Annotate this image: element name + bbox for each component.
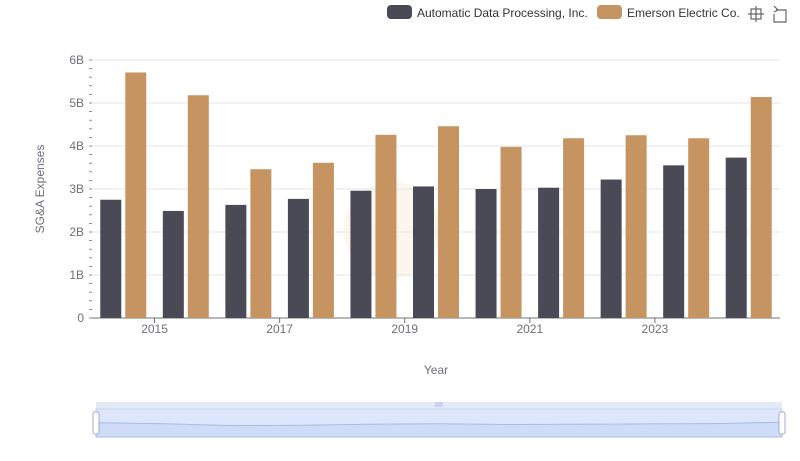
x-tick-label: 2017 (266, 322, 293, 336)
legend-label-adp: Automatic Data Processing, Inc. (417, 6, 588, 20)
y-tick-label: 3B (69, 182, 84, 196)
zoom-icon[interactable] (748, 6, 764, 22)
bar-emerson-2017[interactable] (312, 162, 334, 318)
restore-icon[interactable] (773, 5, 787, 23)
bar-emerson-2016[interactable] (250, 169, 272, 318)
bar-adp-2024[interactable] (725, 157, 747, 318)
y-axis-title: SG&A Expenses (33, 145, 47, 234)
bar-emerson-2015[interactable] (187, 95, 209, 318)
bar-emerson-2018[interactable] (375, 134, 397, 318)
bar-emerson-2014[interactable] (125, 72, 147, 318)
legend-item-adp[interactable]: Automatic Data Processing, Inc. (387, 5, 588, 20)
bar-emerson-2024[interactable] (750, 96, 772, 318)
bar-adp-2022[interactable] (600, 179, 622, 318)
bar-adp-2021[interactable] (538, 187, 560, 318)
legend-swatch-adp (387, 5, 412, 19)
data-zoom-slider[interactable] (92, 402, 786, 438)
legend: Automatic Data Processing, Inc. Emerson … (387, 5, 740, 20)
bar-emerson-2023[interactable] (688, 138, 710, 318)
bar-adp-2017[interactable] (287, 198, 309, 318)
x-tick-label: 2023 (642, 322, 669, 336)
data-zoom-preview (95, 421, 783, 438)
data-zoom-move-handle[interactable] (435, 402, 443, 407)
bar-adp-2015[interactable] (162, 210, 184, 318)
legend-item-emerson[interactable]: Emerson Electric Co. (597, 5, 740, 20)
y-tick-label: 2B (69, 225, 84, 239)
legend-label-emerson: Emerson Electric Co. (627, 6, 740, 20)
x-tick-label: 2021 (516, 322, 543, 336)
bar-adp-2016[interactable] (225, 204, 247, 318)
bars (100, 72, 772, 318)
bar-emerson-2020[interactable] (500, 146, 522, 318)
bar-adp-2019[interactable] (413, 186, 434, 318)
bar-emerson-2019[interactable] (438, 126, 459, 318)
bar-adp-2020[interactable] (475, 189, 497, 318)
y-axis-ticks: 0 1B 2B 3B 4B 5B 6B (69, 53, 84, 325)
bar-adp-2014[interactable] (100, 199, 122, 318)
x-tick-label: 2015 (141, 322, 168, 336)
legend-swatch-emerson (597, 5, 622, 19)
y-tick-label: 4B (69, 139, 84, 153)
y-axis-minor-ticks (89, 59, 92, 319)
y-tick-label: 6B (69, 53, 84, 67)
bar-emerson-2021[interactable] (563, 138, 585, 318)
x-axis-title: Year (424, 363, 448, 377)
y-tick-label: 1B (69, 268, 84, 282)
bar-adp-2023[interactable] (663, 165, 685, 318)
x-axis-ticks: 2015 2017 2019 2021 2023 (141, 318, 669, 336)
data-zoom-handle-left[interactable] (92, 411, 100, 435)
data-zoom-handle-right[interactable] (778, 411, 786, 435)
bar-adp-2018[interactable] (350, 190, 372, 318)
y-tick-label: 0 (77, 311, 84, 325)
y-tick-label: 5B (69, 96, 84, 110)
bar-emerson-2022[interactable] (625, 135, 647, 318)
x-tick-label: 2019 (391, 322, 418, 336)
